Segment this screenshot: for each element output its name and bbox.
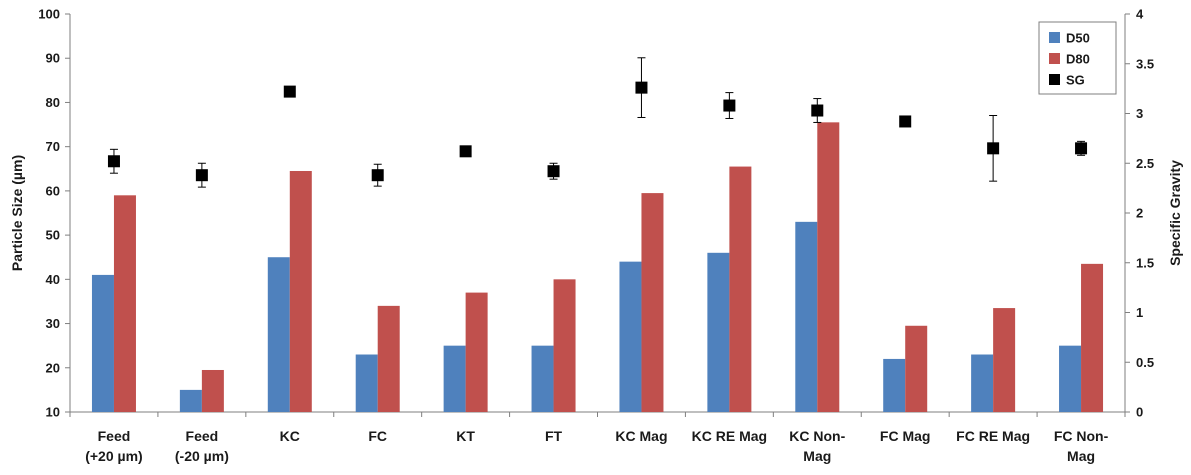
y-tick-label: 30 (46, 316, 60, 331)
x-category-label: FC (368, 428, 387, 444)
y-tick-label: 40 (46, 272, 60, 287)
x-category-label: KT (456, 428, 475, 444)
sg-marker (987, 142, 1000, 155)
y-tick-label: 20 (46, 360, 60, 375)
x-category-label: KC Mag (615, 428, 667, 444)
y2-tick-label: 2 (1136, 206, 1143, 221)
sg-marker (195, 169, 208, 182)
y2-tick-label: 3 (1136, 106, 1143, 121)
y2-tick-label: 2.5 (1136, 156, 1154, 171)
bar-d80 (201, 369, 224, 412)
y-tick-label: 80 (46, 95, 60, 110)
bar-d50 (531, 345, 554, 412)
x-category-label-line: KC (280, 428, 300, 444)
sg-marker (283, 85, 296, 98)
x-category-label: FT (545, 428, 563, 444)
y-tick-label: 70 (46, 139, 60, 154)
bar-d80 (729, 166, 752, 412)
bar-d80 (113, 195, 136, 412)
y-tick-label: 50 (46, 228, 60, 243)
x-category-label: FC Mag (880, 428, 931, 444)
x-category-label: KC (280, 428, 300, 444)
sg-marker (371, 169, 384, 182)
bar-d50 (91, 274, 114, 412)
bar-d50 (795, 221, 818, 412)
x-category-label-line: KT (456, 428, 475, 444)
x-category-label: KC Non- Mag (789, 428, 845, 464)
bar-d50 (619, 261, 642, 412)
x-category-label-line: FT (545, 428, 563, 444)
y-tick-label: 90 (46, 51, 60, 66)
y2-tick-label: 1 (1136, 305, 1143, 320)
x-category-label-line: FC Non- (1054, 428, 1109, 444)
y-axis-title: Particle Size (µm) (9, 155, 25, 271)
x-category-label-line: KC RE Mag (692, 428, 767, 444)
bar-d80 (905, 325, 928, 412)
x-category-label-line: FC Mag (880, 428, 931, 444)
bar-d80 (553, 279, 576, 412)
bar-d50 (1059, 345, 1082, 412)
legend-label: D80 (1066, 52, 1090, 67)
y-tick-label: 60 (46, 183, 60, 198)
y2-tick-label: 3.5 (1136, 56, 1154, 71)
x-category-label-line: FC RE Mag (956, 428, 1030, 444)
sg-marker (1075, 142, 1088, 155)
bar-d50 (179, 389, 202, 412)
legend: D50 D80 SG (1038, 21, 1117, 95)
bar-d50 (355, 354, 378, 412)
x-category-label-line: KC Non- (789, 428, 845, 444)
x-category-label-line: Mag (803, 448, 831, 464)
x-category-label-line: KC Mag (615, 428, 667, 444)
bar-d80 (1081, 263, 1104, 412)
x-category-label: Feed (-20 µm) (175, 428, 229, 464)
x-category-label-line: FC (368, 428, 387, 444)
sg-markers-group (107, 57, 1088, 188)
labels-group: Particle Size (µm) Specific Gravity Feed (+… (9, 155, 1183, 464)
x-category-label-line: (-20 µm) (175, 448, 229, 464)
sg-marker (899, 115, 912, 128)
bar-d50 (443, 345, 466, 412)
legend-swatch (1049, 32, 1060, 43)
bar-d50 (267, 257, 290, 412)
sg-marker (635, 81, 648, 94)
x-category-label: FC RE Mag (956, 428, 1030, 444)
y2-tick-label: 0.5 (1136, 355, 1154, 370)
bar-d80 (289, 170, 312, 412)
y2-tick-label: 0 (1136, 405, 1143, 420)
x-category-label-line: Mag (1067, 448, 1095, 464)
sg-marker (723, 99, 736, 112)
sg-marker (547, 165, 560, 178)
bar-d50 (883, 358, 906, 412)
sg-marker (459, 145, 472, 158)
bar-d80 (377, 305, 400, 412)
x-category-label-line: Feed (98, 428, 131, 444)
bar-d80 (465, 292, 488, 412)
y2-tick-label: 1.5 (1136, 255, 1154, 270)
x-category-label-line: (+20 µm) (85, 448, 142, 464)
x-category-label: KC RE Mag (692, 428, 767, 444)
bar-d50 (971, 354, 994, 412)
legend-swatch (1049, 74, 1060, 85)
legend-label: SG (1066, 73, 1085, 88)
x-category-label: Feed (+20 µm) (85, 428, 142, 464)
sg-marker (107, 155, 120, 168)
legend-label: D50 (1066, 31, 1090, 46)
axes-group: 10 20 30 40 50 60 70 80 90 100 0 0.5 1 1.5 2 2.5 3 3.5 4 (38, 7, 1154, 420)
y-tick-label: 10 (46, 405, 60, 420)
bar-d80 (817, 122, 840, 412)
sg-marker (811, 104, 824, 117)
y2-tick-label: 4 (1136, 7, 1144, 22)
x-category-label: FC Non- Mag (1054, 428, 1109, 464)
legend-swatch (1049, 53, 1060, 64)
bar-d80 (641, 193, 664, 412)
y2-axis-title: Specific Gravity (1167, 160, 1183, 266)
bar-d80 (993, 308, 1016, 412)
y-tick-label: 100 (38, 7, 60, 22)
bars-group (91, 122, 1104, 412)
x-category-label-line: Feed (186, 428, 219, 444)
bar-d50 (707, 252, 730, 412)
